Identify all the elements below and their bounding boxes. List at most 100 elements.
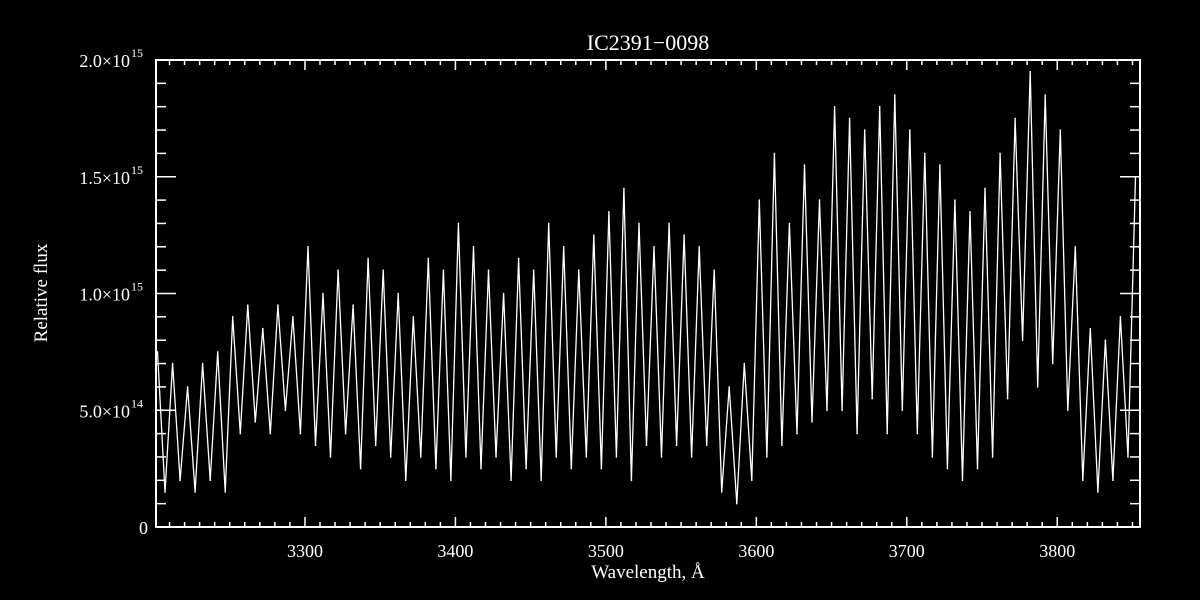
- data-point: [307, 246, 309, 248]
- data-point: [352, 304, 354, 306]
- data-point: [991, 456, 994, 458]
- data-point: [931, 456, 934, 458]
- data-point: [209, 479, 211, 482]
- data-point: [999, 152, 1001, 155]
- data-point: [803, 164, 806, 166]
- data-point: [570, 467, 573, 470]
- data-point: [156, 351, 159, 353]
- data-point: [608, 210, 610, 213]
- data-point: [555, 456, 558, 458]
- data-point: [788, 222, 791, 225]
- data-point: [660, 456, 663, 458]
- data-point: [593, 234, 595, 236]
- data-point: [246, 304, 249, 306]
- data-point: [457, 222, 460, 225]
- data-point: [585, 456, 588, 458]
- data-point: [893, 94, 896, 96]
- data-point: [675, 444, 678, 447]
- data-point: [773, 152, 776, 155]
- data-point: [600, 467, 603, 470]
- data-point: [1014, 117, 1016, 120]
- data-point: [878, 105, 881, 108]
- data-point: [540, 479, 542, 482]
- data-point: [735, 502, 738, 505]
- y-tick-label-exponent: 15: [131, 280, 143, 294]
- data-point: [848, 117, 851, 120]
- data-point: [690, 456, 693, 458]
- data-point: [698, 246, 700, 248]
- data-point: [1127, 456, 1129, 458]
- data-point: [720, 491, 723, 493]
- data-point: [427, 257, 430, 260]
- data-point: [344, 432, 347, 435]
- x-tick-label: 3300: [287, 541, 323, 561]
- data-point: [216, 351, 219, 353]
- data-point: [946, 467, 949, 470]
- data-point: [1029, 70, 1031, 73]
- data-point: [374, 444, 377, 447]
- x-tick-label: 3400: [437, 541, 473, 561]
- data-point: [766, 456, 768, 458]
- data-point: [269, 432, 272, 435]
- y-tick-label: 2.0×10: [79, 51, 130, 71]
- data-point: [653, 246, 655, 248]
- data-point: [502, 292, 505, 295]
- data-point: [833, 105, 836, 108]
- data-point: [201, 362, 204, 365]
- data-point: [811, 421, 813, 423]
- data-point: [623, 187, 625, 190]
- axes-layer: [155, 59, 1141, 528]
- data-point: [758, 199, 761, 201]
- data-point: [916, 432, 919, 435]
- data-point: [1097, 491, 1099, 493]
- x-tick-label: 3600: [738, 541, 774, 561]
- y-tick-label: 5.0×10: [79, 401, 130, 421]
- data-point: [292, 316, 294, 318]
- data-point: [1044, 94, 1047, 96]
- data-point: [728, 386, 731, 388]
- y-tick-label: 1.0×10: [79, 285, 130, 305]
- data-point: [412, 316, 415, 318]
- data-point: [480, 467, 482, 470]
- data-point: [487, 269, 490, 271]
- data-point: [179, 479, 181, 482]
- y-tick-label-exponent: 14: [131, 396, 143, 410]
- data-point: [863, 129, 866, 131]
- data-point: [939, 164, 941, 166]
- data-point: [871, 397, 873, 400]
- data-point: [314, 444, 317, 447]
- data-point: [908, 129, 911, 131]
- data-point: [1119, 316, 1122, 318]
- data-point: [668, 222, 670, 225]
- data-point: [495, 456, 497, 458]
- data-point: [277, 304, 279, 306]
- data-point: [472, 246, 475, 248]
- data-point: [442, 269, 445, 271]
- data-point: [367, 257, 369, 260]
- data-point: [1112, 479, 1114, 482]
- data-point: [826, 409, 828, 412]
- data-point: [638, 222, 640, 225]
- data-point: [841, 409, 843, 412]
- data-point: [532, 269, 535, 271]
- data-point: [1006, 397, 1009, 400]
- data-point: [547, 222, 550, 225]
- y-tick-label-exponent: 15: [131, 163, 143, 177]
- data-point: [525, 467, 527, 470]
- x-tick-label: 3500: [588, 541, 624, 561]
- data-point: [924, 152, 926, 155]
- data-point: [239, 432, 242, 435]
- data-point: [796, 432, 798, 435]
- data-point: [615, 456, 618, 458]
- data-point: [284, 409, 287, 412]
- data-point: [254, 421, 257, 423]
- x-axis-label: Wavelength, Å: [591, 562, 705, 583]
- data-point: [359, 467, 362, 470]
- data-point: [1036, 386, 1039, 388]
- data-point: [577, 269, 580, 271]
- data-point: [1089, 327, 1092, 330]
- data-point: [818, 199, 821, 201]
